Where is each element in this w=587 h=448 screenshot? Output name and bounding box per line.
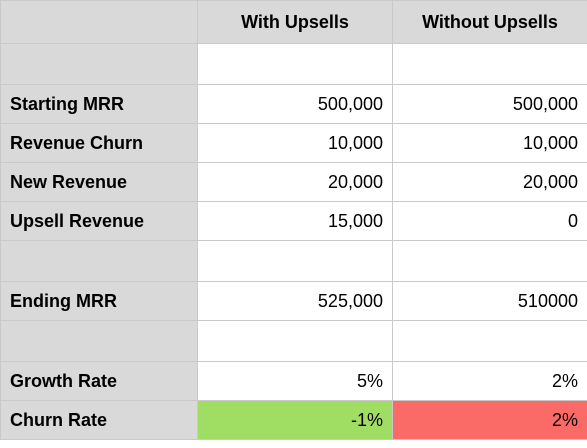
row-label[interactable] [0,240,198,282]
row-label[interactable]: Starting MRR [0,84,198,124]
cell-without-upsells[interactable]: 0 [392,201,587,241]
table-row-upsell-revenue: Upsell Revenue 15,000 0 [0,201,587,241]
column-header-with-upsells[interactable]: With Upsells [197,0,393,44]
cell-with-upsells[interactable]: 500,000 [197,84,393,124]
row-label[interactable]: Revenue Churn [0,123,198,163]
header-row: With Upsells Without Upsells [0,0,587,44]
table-row-blank [0,320,587,362]
cell-without-upsells[interactable] [392,43,587,85]
cell-with-upsells[interactable]: 10,000 [197,123,393,163]
table-row-new-revenue: New Revenue 20,000 20,000 [0,162,587,202]
row-label[interactable]: Ending MRR [0,281,198,321]
table-row-starting-mrr: Starting MRR 500,000 500,000 [0,84,587,124]
table-row-growth-rate: Growth Rate 5% 2% [0,361,587,401]
cell-without-upsells[interactable] [392,320,587,362]
row-label[interactable] [0,320,198,362]
cell-with-upsells[interactable] [197,320,393,362]
table-row-churn-rate: Churn Rate -1% 2% [0,400,587,440]
table-row-revenue-churn: Revenue Churn 10,000 10,000 [0,123,587,163]
cell-without-upsells[interactable]: 10,000 [392,123,587,163]
table-row-blank [0,43,587,85]
cell-without-upsells[interactable]: 500,000 [392,84,587,124]
row-label[interactable]: Growth Rate [0,361,198,401]
cell-with-upsells[interactable]: 525,000 [197,281,393,321]
cell-without-upsells-highlighted-bad[interactable]: 2% [392,400,587,440]
cell-with-upsells[interactable]: 15,000 [197,201,393,241]
row-label[interactable] [0,43,198,85]
table-row-ending-mrr: Ending MRR 525,000 510000 [0,281,587,321]
cell-without-upsells[interactable] [392,240,587,282]
cell-without-upsells[interactable]: 20,000 [392,162,587,202]
cell-with-upsells[interactable]: 5% [197,361,393,401]
column-header-without-upsells[interactable]: Without Upsells [392,0,587,44]
cell-with-upsells-highlighted-good[interactable]: -1% [197,400,393,440]
cell-with-upsells[interactable] [197,43,393,85]
cell-without-upsells[interactable]: 510000 [392,281,587,321]
cell-without-upsells[interactable]: 2% [392,361,587,401]
row-label[interactable]: Churn Rate [0,400,198,440]
row-label[interactable]: Upsell Revenue [0,201,198,241]
cell-with-upsells[interactable] [197,240,393,282]
cell-with-upsells[interactable]: 20,000 [197,162,393,202]
table-row-blank [0,240,587,282]
corner-cell[interactable] [0,0,198,44]
row-label[interactable]: New Revenue [0,162,198,202]
